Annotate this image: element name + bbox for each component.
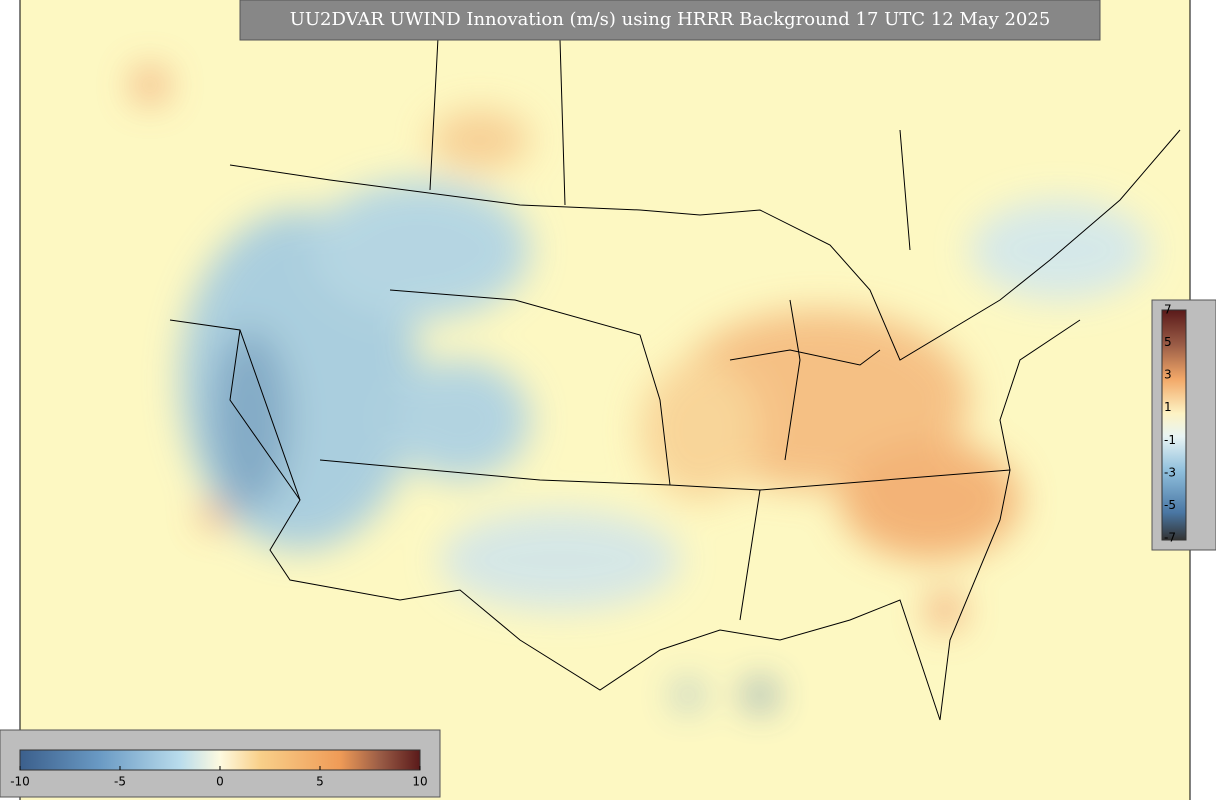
colorbar-tick-label: -5: [114, 775, 126, 789]
colorbar-tick-label: 7: [1164, 303, 1172, 317]
colorbar: [1161, 309, 1187, 541]
colorbar-tick-label: 5: [316, 775, 324, 789]
title: UU2DVAR UWIND Innovation (m/s) using HRR…: [290, 9, 1051, 30]
title-box: [239, 0, 1101, 41]
colorbar-tick-label: 3: [1164, 368, 1172, 382]
colorbar-tick-label: 5: [1164, 335, 1172, 349]
colorbar-tick-label: 10: [412, 775, 427, 789]
colorbar-tick-label: -5: [1164, 498, 1176, 512]
horizontal-colorbar: [0, 729, 441, 798]
map: [20, 0, 1190, 800]
colorbar-tick-label: 0: [216, 775, 224, 789]
colorbar-tick-label: -10: [10, 775, 30, 789]
colorbar-tick-label: 1: [1164, 400, 1172, 414]
colorbar-tick-label: -3: [1164, 465, 1176, 479]
colorbar-tick-label: -1: [1164, 433, 1176, 447]
vertical-colorbar: [1151, 299, 1216, 551]
colorbar-tick-label: -7: [1164, 531, 1176, 545]
